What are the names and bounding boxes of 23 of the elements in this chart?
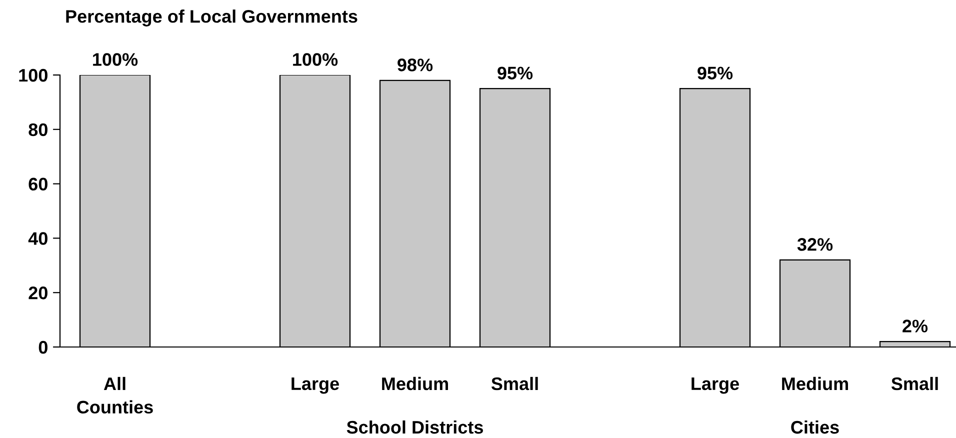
y-axis-title: Percentage of Local Governments <box>66 10 358 26</box>
data-label: 100% <box>93 53 138 66</box>
x-tick-label: Medium <box>782 376 848 390</box>
y-tick-label: 0 <box>38 340 48 354</box>
data-label: 32% <box>797 238 833 251</box>
x-tick-label: Small <box>491 376 538 390</box>
x-tick-label: Large <box>292 378 339 394</box>
x-tick-label: Medium <box>382 376 448 390</box>
data-label: 95% <box>698 66 733 80</box>
y-tick-label: 20 <box>28 286 48 300</box>
data-label: 98% <box>398 58 433 72</box>
data-label: 100% <box>293 53 338 66</box>
y-tick-label: 100 <box>19 68 48 82</box>
y-tick-label: 60 <box>28 178 48 191</box>
data-label: 95% <box>498 66 533 80</box>
text: School Districts <box>346 420 483 434</box>
x-tick-label: Small <box>891 376 938 390</box>
x-tick-label: All Counties <box>77 376 153 414</box>
text: Cities <box>791 420 839 434</box>
y-tick-label: 40 <box>28 232 48 245</box>
y-tick-label: 80 <box>28 123 48 136</box>
x-tick-label: Large <box>692 378 739 394</box>
data-label: 2% <box>902 320 928 332</box>
